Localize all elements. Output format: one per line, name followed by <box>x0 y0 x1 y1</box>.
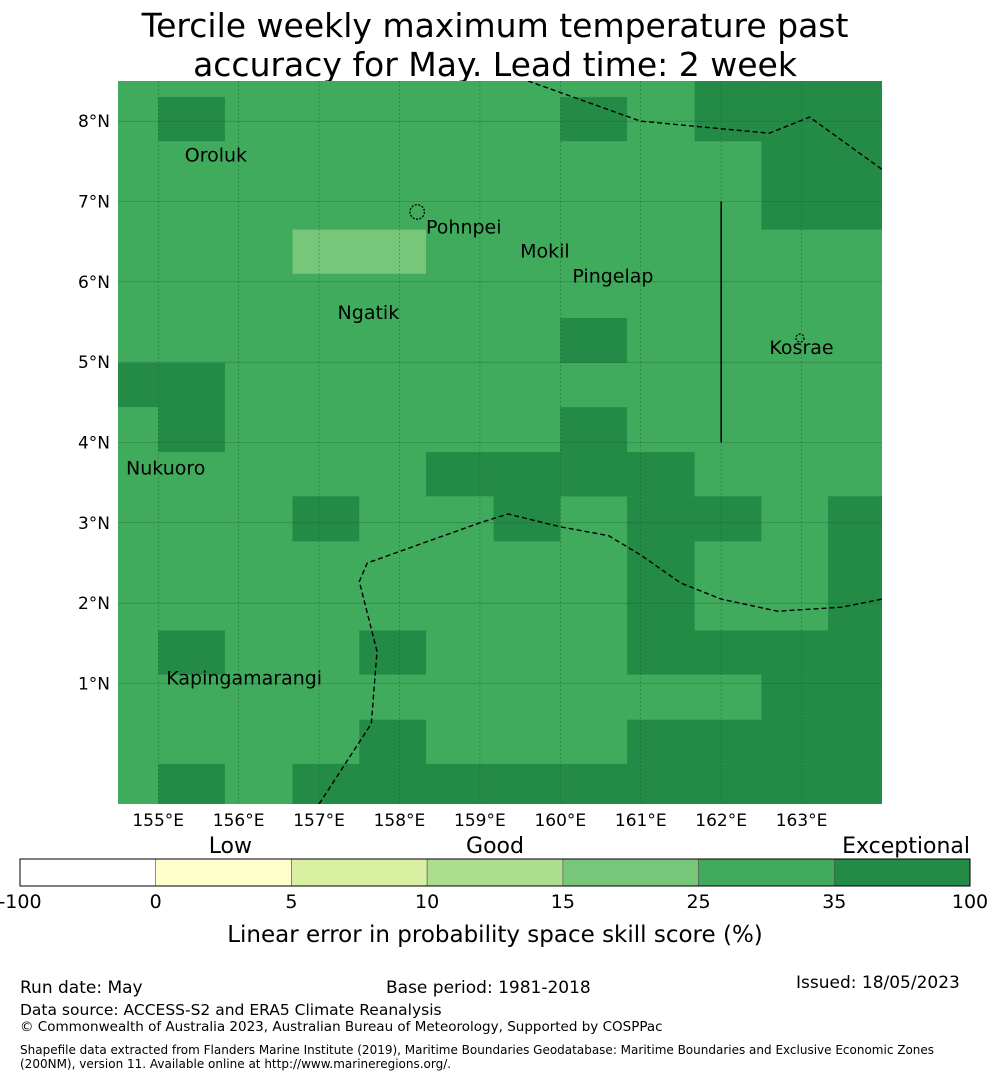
lat-tick-label: 3°N <box>78 514 110 534</box>
skill-cell <box>828 541 882 631</box>
colorbar-category-label: Exceptional <box>842 834 970 859</box>
lon-tick-label: 155°E <box>132 811 184 831</box>
colorbar-bin <box>426 858 564 887</box>
skill-cell <box>560 317 628 363</box>
colorbar-tick-label: 35 <box>822 891 846 913</box>
skill-cell <box>158 630 225 675</box>
island-outline <box>795 333 805 343</box>
skill-cell <box>158 407 225 453</box>
colorbar-tick-label: -100 <box>0 891 42 913</box>
lon-tick-label: 160°E <box>534 811 586 831</box>
maritime-boundary <box>527 81 882 170</box>
lon-tick-label: 157°E <box>293 811 345 831</box>
title-line-2: accuracy for May. Lead time: 2 week <box>193 45 797 84</box>
copyright: © Commonwealth of Australia 2023, Austra… <box>20 1019 663 1035</box>
lon-tick-label: 159°E <box>454 811 506 831</box>
skill-cell <box>761 674 882 720</box>
skill-cell <box>359 630 427 675</box>
map-axes: 155°E 156°E 157°E 158°E 159°E 160°E 161°E 162°E… <box>78 112 827 831</box>
lon-tick-label: 163°E <box>776 811 828 831</box>
lat-tick-label: 1°N <box>78 675 110 695</box>
lon-tick-label: 162°E <box>695 811 747 831</box>
colorbar: -100 0 5 10 15 25 35 100 Low Good Exceptional Linea… <box>0 834 988 948</box>
skill-cell <box>828 496 882 542</box>
skill-cell <box>560 97 628 142</box>
title-line-1: Tercile weekly maximum temperature past <box>141 6 849 45</box>
lon-tick-label: 161°E <box>615 811 667 831</box>
colorbar-bin <box>833 858 971 887</box>
run-date: Run date: May <box>20 978 143 998</box>
skill-cell <box>627 719 882 764</box>
colorbar-bin <box>155 858 292 887</box>
place-label: Pingelap <box>572 266 653 288</box>
lat-tick-label: 4°N <box>78 434 110 454</box>
island-outline <box>409 204 426 220</box>
colorbar-tick-label: 0 <box>150 891 162 913</box>
chart-title: Tercile weekly maximum temperature past … <box>0 6 990 84</box>
lat-tick-label: 2°N <box>78 594 110 614</box>
skill-cell <box>158 763 225 804</box>
skill-cell <box>359 719 427 764</box>
lat-tick-label: 8°N <box>78 112 110 132</box>
skill-cell <box>158 97 225 142</box>
colorbar-bin <box>19 858 157 887</box>
place-label: Mokil <box>520 241 570 263</box>
skill-cell <box>627 541 695 586</box>
colorbar-bin <box>291 858 428 887</box>
place-label: Ngatik <box>338 302 400 324</box>
lat-tick-label: 7°N <box>78 193 110 213</box>
skill-cell <box>761 81 882 230</box>
skill-cell <box>493 496 561 542</box>
colorbar-tick-label: 10 <box>415 891 439 913</box>
colorbar-tick-label: 25 <box>686 891 710 913</box>
lon-tick-label: 158°E <box>374 811 426 831</box>
lat-tick-label: 6°N <box>78 273 110 293</box>
place-label: Pohnpei <box>426 217 502 239</box>
base-period: Base period: 1981-2018 <box>386 978 591 998</box>
data-source: Data source: ACCESS-S2 and ERA5 Climate … <box>20 1001 442 1019</box>
colorbar-bin <box>698 858 835 887</box>
place-label: Kosrae <box>769 337 833 359</box>
colorbar-category-label: Low <box>209 834 252 859</box>
skill-cell <box>694 496 762 542</box>
place-label: Nukuoro <box>126 458 205 480</box>
skill-cell <box>694 630 882 675</box>
maritime-boundary <box>318 513 882 804</box>
skill-cell <box>627 496 695 542</box>
shapefile-credit: Shapefile data extracted from Flanders M… <box>20 1043 935 1071</box>
colorbar-category-label: Good <box>466 834 524 859</box>
skill-cell <box>292 229 427 274</box>
colorbar-frame <box>19 858 971 887</box>
colorbar-tick-label: 15 <box>551 891 575 913</box>
lon-tick-label: 156°E <box>213 811 265 831</box>
skill-cell <box>627 585 695 675</box>
skill-cell <box>694 81 762 142</box>
skill-cell <box>292 763 882 804</box>
skill-cell <box>118 362 225 408</box>
issued-date: Issued: 18/05/2023 <box>796 973 960 993</box>
skill-cell <box>292 496 360 542</box>
colorbar-tick-label: 100 <box>952 891 988 913</box>
colorbar-title: Linear error in probability space skill … <box>227 922 763 948</box>
colorbar-tick-label: 5 <box>285 891 297 913</box>
place-label: Kapingamarangi <box>166 667 322 689</box>
place-label: Oroluk <box>185 144 247 166</box>
lat-tick-label: 5°N <box>78 353 110 373</box>
colorbar-bin <box>562 858 699 887</box>
